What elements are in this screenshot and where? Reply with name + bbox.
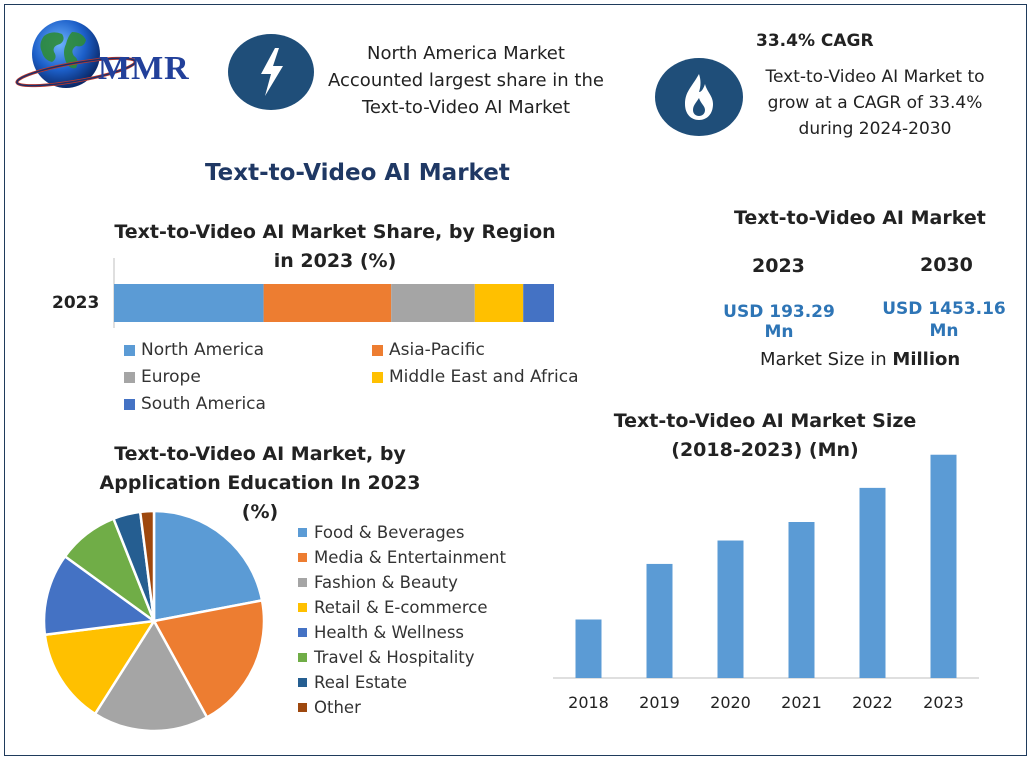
legend-swatch — [298, 578, 307, 587]
size-tick-label-2023: 2023 — [923, 693, 964, 712]
infographic-frame — [4, 4, 1027, 756]
legend-swatch — [298, 703, 307, 712]
region-bar-segment-north-america — [114, 284, 264, 322]
legend-label: Media & Entertainment — [314, 548, 506, 567]
market-size-unit: Market Size in Million — [760, 349, 960, 370]
legend-label: Middle East and Africa — [389, 367, 579, 387]
pie-legend-health-wellness: Health & Wellness — [298, 623, 464, 642]
pie-legend-travel-hospitality: Travel & Hospitality — [298, 648, 475, 667]
pie-slice-food-beverages — [152, 509, 264, 623]
pie-legend-food-beverages: Food & Beverages — [298, 523, 464, 542]
legend-label: Travel & Hospitality — [314, 648, 475, 667]
application-chart-title: Text-to-Video AI Market, by Application … — [99, 443, 421, 523]
region-legend-asia-pacific: Asia-Pacific — [372, 340, 485, 360]
legend-swatch — [124, 344, 135, 356]
legend-label: Other — [314, 698, 361, 717]
region-legend-europe: Europe — [124, 367, 201, 387]
pie-legend-media-entertainment: Media & Entertainment — [298, 548, 506, 567]
legend-label: Fashion & Beauty — [314, 573, 458, 592]
market-size-title: Text-to-Video AI Market — [734, 207, 986, 229]
legend-swatch — [298, 628, 307, 637]
pie-slice-media-entertainment — [152, 598, 266, 720]
size-tick-label-2021: 2021 — [781, 693, 822, 712]
pie-legend-fashion-beauty: Fashion & Beauty — [298, 573, 458, 592]
legend-swatch — [124, 398, 135, 410]
pie-slice-retail-e-commerce — [43, 619, 157, 716]
logo-text: MMR — [98, 50, 190, 87]
size-tick-label-2019: 2019 — [639, 693, 680, 712]
market-size-value-2030: USD 1453.16 Mn — [882, 299, 1006, 341]
region-bar-segment-europe — [391, 284, 475, 322]
market-size-value-2023: USD 193.29 Mn — [723, 302, 835, 342]
region-bar-segment-middle-east-and-africa — [474, 284, 524, 322]
legend-swatch — [372, 371, 383, 383]
market-size-year-2030: 2030 — [920, 254, 973, 276]
pie-legend-real-estate: Real Estate — [298, 673, 407, 692]
size-bar-2020 — [717, 540, 744, 678]
globe-logo-icon — [15, 20, 137, 88]
size-tick-label-2020: 2020 — [710, 693, 751, 712]
market-size-column-chart: 2018 2019 2020 2021 2022 2023 — [553, 454, 979, 712]
size-bar-2022 — [859, 487, 886, 678]
legend-swatch — [298, 653, 307, 662]
application-pie-chart — [42, 509, 266, 733]
region-legend-south-america: South America — [124, 394, 266, 414]
flame-circle — [655, 58, 743, 136]
region-bar-segment-asia-pacific — [263, 284, 392, 322]
size-bar-2018 — [575, 619, 602, 678]
region-stacked-bar-chart — [113, 258, 554, 328]
market-size-year-2023: 2023 — [752, 255, 805, 277]
legend-swatch — [372, 344, 383, 356]
size-chart-title: Text-to-Video AI Market Size (2018-2023)… — [613, 410, 917, 461]
region-legend-north-america: North America — [124, 340, 264, 360]
region-legend-middle-east-and-africa: Middle East and Africa — [372, 367, 579, 387]
legend-swatch — [124, 371, 135, 383]
north-america-callout: North America Market Accounted largest s… — [328, 43, 604, 118]
legend-label: Asia-Pacific — [389, 340, 485, 360]
pie-legend-other: Other — [298, 698, 361, 717]
mmr-logo: MMR — [14, 14, 214, 94]
cagr-title: 33.4% CAGR — [756, 31, 874, 51]
legend-label: North America — [141, 340, 265, 360]
legend-swatch — [298, 528, 307, 537]
size-tick-label-2022: 2022 — [852, 693, 893, 712]
flame-icon — [685, 74, 713, 120]
region-chart-title: Text-to-Video AI Market Share, by Region… — [114, 221, 556, 272]
region-bar-category-label: 2023 — [52, 293, 100, 313]
legend-swatch — [298, 603, 307, 612]
pie-slice-health-wellness — [42, 554, 158, 637]
cagr-callout: Text-to-Video AI Market to grow at a CAG… — [765, 67, 985, 139]
size-bar-2023 — [930, 454, 957, 678]
size-bar-2019 — [646, 563, 673, 678]
legend-swatch — [298, 553, 307, 562]
legend-label: Health & Wellness — [314, 623, 465, 642]
legend-label: Retail & E-commerce — [314, 598, 488, 617]
legend-swatch — [298, 678, 307, 687]
market-size-unit-prefix: Market Size in — [760, 349, 893, 370]
lightning-circle — [228, 34, 314, 110]
region-bar-segment-south-america — [523, 284, 554, 322]
legend-label: Food & Beverages — [314, 523, 465, 542]
legend-label: Real Estate — [314, 673, 408, 692]
pie-slice-other — [138, 509, 156, 622]
size-tick-label-2018: 2018 — [568, 693, 609, 712]
legend-label: South America — [141, 394, 266, 414]
main-title: Text-to-Video AI Market — [205, 160, 510, 186]
market-size-unit-bold: Million — [892, 349, 961, 370]
lightning-icon — [261, 48, 283, 96]
legend-label: Europe — [141, 367, 201, 387]
pie-slice-fashion-beauty — [93, 618, 209, 733]
size-bar-2021 — [788, 522, 815, 678]
pie-legend-retail-e-commerce: Retail & E-commerce — [298, 598, 487, 617]
